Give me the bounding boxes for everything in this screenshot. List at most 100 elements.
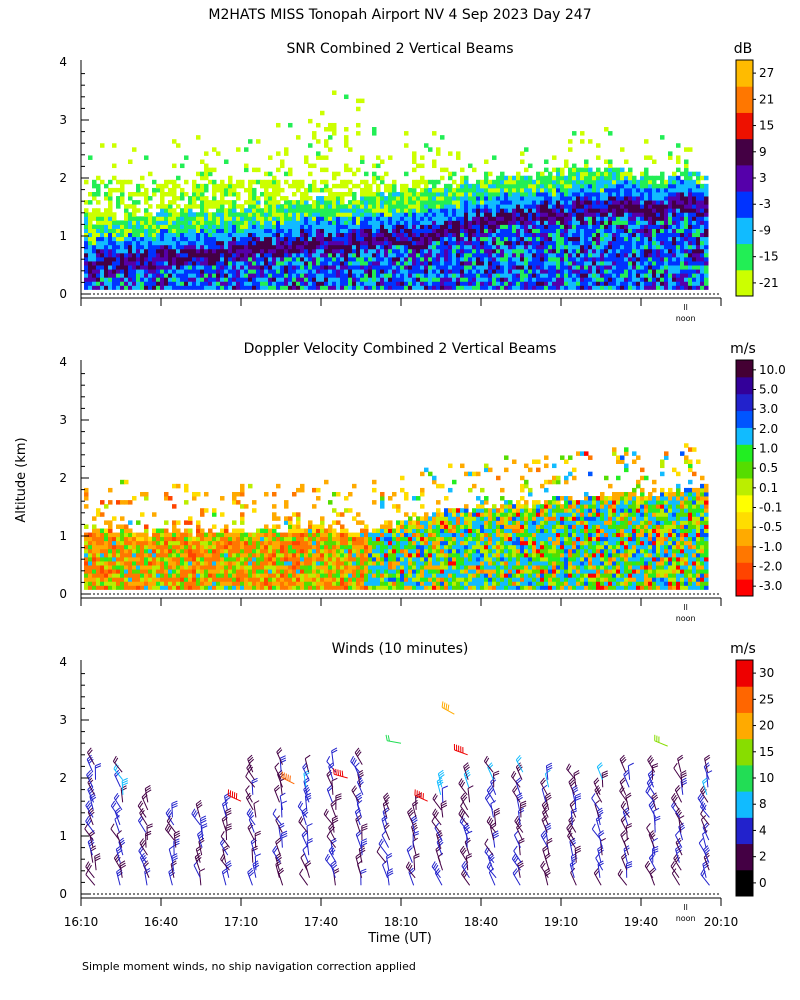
snr-cell [560, 281, 565, 286]
snr-cell [376, 248, 381, 254]
snr-cell [560, 244, 565, 250]
snr-cell [116, 240, 121, 246]
snr-cell [396, 216, 401, 221]
snr-cell [248, 183, 253, 189]
snr-cell [684, 147, 689, 152]
snr-cell [432, 220, 437, 225]
snr-cell [696, 204, 701, 209]
snr-cell [464, 187, 469, 193]
snr-cell [88, 200, 93, 205]
snr-cell [268, 204, 273, 209]
snr-cell [96, 208, 101, 213]
snr-cell [576, 200, 581, 205]
snr-cell [388, 216, 393, 221]
snr-cell [516, 208, 521, 213]
snr-cell [672, 285, 677, 290]
snr-cell [372, 232, 377, 238]
snr-cell [396, 261, 401, 266]
snr-cell [160, 232, 165, 238]
snr-cell [468, 191, 473, 197]
snr-cell [440, 236, 445, 242]
snr-cell [608, 163, 613, 169]
snr-cell [600, 212, 605, 217]
snr-cell [536, 261, 541, 266]
colorbar-swatch [736, 269, 753, 297]
snr-cell [208, 220, 213, 225]
snr-cell [696, 256, 701, 262]
snr-cell [432, 159, 437, 164]
snr-cell [180, 187, 185, 193]
snr-cell [508, 183, 513, 189]
snr-cell [592, 175, 597, 181]
snr-cell [104, 244, 109, 250]
doppler-cell [172, 577, 177, 582]
snr-cell [260, 273, 265, 278]
doppler-cell [176, 565, 181, 570]
snr-cell [476, 277, 481, 282]
snr-cell [464, 244, 469, 250]
snr-cell [344, 224, 349, 229]
snr-cell [248, 200, 253, 205]
snr-cell [228, 269, 233, 274]
snr-cell [252, 220, 257, 225]
doppler-cell [156, 552, 161, 558]
snr-cell [204, 171, 209, 177]
doppler-cell [100, 536, 105, 542]
snr-cell [356, 200, 361, 205]
snr-cell [380, 204, 385, 209]
snr-cell [332, 224, 337, 229]
snr-cell [476, 256, 481, 262]
snr-cell [216, 212, 221, 217]
snr-cell [360, 273, 365, 278]
snr-cell [520, 212, 525, 217]
snr-cell [488, 240, 493, 246]
doppler-cell [96, 577, 101, 582]
snr-cell [500, 252, 505, 258]
snr-cell [132, 244, 137, 250]
snr-cell [496, 273, 501, 278]
snr-cell [656, 273, 661, 278]
snr-cell [444, 256, 449, 262]
snr-cell [96, 200, 101, 205]
y-tick-label: 4 [59, 55, 67, 69]
snr-cell [268, 265, 273, 270]
snr-cell [584, 277, 589, 282]
snr-cell [264, 252, 269, 258]
snr-cell [384, 277, 389, 282]
doppler-cell [184, 540, 189, 546]
snr-cell [704, 232, 709, 238]
snr-cell [204, 273, 209, 278]
snr-cell [436, 187, 441, 193]
snr-cell [416, 252, 421, 258]
snr-cell [516, 196, 521, 201]
snr-cell [676, 212, 681, 217]
snr-cell [664, 285, 669, 290]
snr-cell [608, 256, 613, 262]
snr-cell [468, 273, 473, 278]
snr-cell [676, 167, 681, 173]
doppler-cell [140, 512, 145, 517]
snr-cell [504, 208, 509, 213]
snr-cell [528, 191, 533, 197]
snr-cell [500, 248, 505, 254]
snr-cell [436, 204, 441, 209]
snr-cell [344, 143, 349, 148]
snr-cell [228, 256, 233, 262]
snr-cell [372, 256, 377, 262]
snr-cell [436, 212, 441, 217]
doppler-cell [220, 556, 225, 562]
snr-cell [324, 236, 329, 242]
snr-cell [204, 248, 209, 254]
snr-cell [196, 191, 201, 197]
snr-cell [228, 187, 233, 193]
snr-cell [324, 143, 329, 148]
snr-cell [696, 208, 701, 213]
snr-cell [668, 236, 673, 242]
snr-cell [480, 269, 485, 274]
snr-cell [580, 273, 585, 278]
snr-cell [392, 252, 397, 258]
snr-cell [192, 220, 197, 225]
snr-cell [444, 265, 449, 270]
snr-cell [664, 212, 669, 217]
snr-cell [640, 281, 645, 286]
